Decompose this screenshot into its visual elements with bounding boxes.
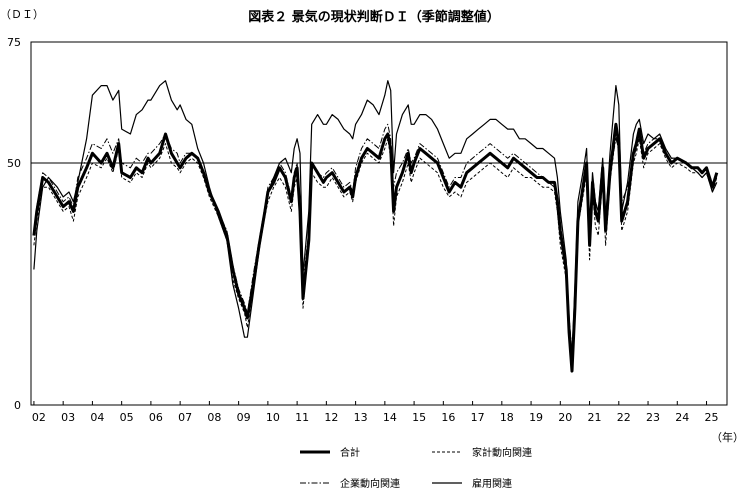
plot-frame (30, 41, 728, 406)
x-tick-label: 16 (441, 411, 455, 424)
series-line (33, 80, 718, 358)
x-tick-label: 07 (178, 411, 192, 424)
x-tick-label: 17 (471, 411, 485, 424)
legend-label: 家計動向関連 (472, 446, 532, 459)
x-tick-label: 05 (120, 411, 134, 424)
x-tick-label: 18 (500, 411, 514, 424)
y-tick-label: 50 (7, 157, 21, 170)
x-axis: 02 03 04 05 06 07 08 09 10 11 12 13 14 15 16 17 18 19 20 21… (32, 401, 719, 424)
y-axis: 0 50 75 (7, 36, 21, 412)
x-tick-label: 15 (412, 411, 426, 424)
y-axis-unit-label: （ＤＩ） (0, 8, 44, 21)
x-tick-label: 12 (324, 411, 338, 424)
x-tick-label: 08 (207, 411, 221, 424)
series-line (32, 122, 719, 373)
series-line (33, 123, 718, 353)
y-tick-label: 75 (7, 36, 21, 49)
x-tick-label: 14 (383, 411, 397, 424)
x-tick-label: 20 (558, 411, 572, 424)
x-axis-unit-label: （年） (711, 430, 744, 444)
x-tick-label: 25 (705, 411, 719, 424)
x-tick-label: 19 (529, 411, 543, 424)
x-tick-label: 13 (354, 411, 368, 424)
x-tick-label: 22 (617, 411, 631, 424)
x-tick-label: 23 (646, 411, 660, 424)
y-tick-label: 0 (14, 399, 21, 412)
x-tick-label: 06 (149, 411, 163, 424)
legend-label: 雇用関連 (472, 477, 512, 490)
legend-label: 企業動向関連 (340, 477, 400, 490)
chart-title: 図表２ 景気の現状判断ＤＩ（季節調整値） (248, 9, 500, 25)
x-tick-label: 03 (61, 411, 75, 424)
x-tick-label: 10 (266, 411, 280, 424)
x-tick-label: 09 (237, 411, 251, 424)
x-tick-label: 21 (588, 411, 602, 424)
series-group (32, 80, 719, 373)
x-tick-label: 24 (675, 411, 689, 424)
x-tick-label: 11 (295, 411, 309, 424)
x-tick-label: 04 (90, 411, 104, 424)
x-tick-label: 02 (32, 411, 46, 424)
legend-label: 合計 (340, 446, 360, 459)
